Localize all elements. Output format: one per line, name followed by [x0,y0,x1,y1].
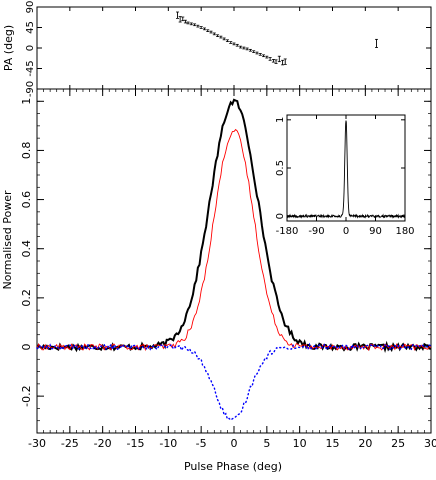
pa-y-tick-label: 0 [25,45,36,51]
pa-point [212,32,216,36]
series-linear-polarization [36,128,432,352]
pa-point [271,58,275,63]
pa-point [274,59,278,64]
pa-point [255,51,259,55]
inset-x-tick-label: -180 [276,226,299,237]
pa-point [268,57,272,61]
pa-y-tick-label: -45 [25,60,36,76]
pa-point [176,11,180,19]
pa-point [206,29,210,33]
pa-point [258,53,262,56]
pa-point [281,59,285,66]
y-tick-label: 0.4 [20,240,33,258]
pa-axis-label: PA (deg) [2,25,15,71]
pa-point [202,27,206,31]
pa-point [252,50,256,53]
pa-point [232,42,236,46]
pa-point [186,21,190,25]
pa-point [178,16,182,23]
pa-y-tick-label: -90 [25,81,36,97]
x-tick-label: -30 [28,437,46,450]
pa-point [183,19,187,24]
pa-point [235,43,239,47]
pa-point [216,34,220,38]
y-tick-label: 0 [20,344,33,351]
inset-x-tick-label: 90 [369,226,382,237]
x-tick-label: -15 [127,437,145,450]
inset-y-tick-label: 0 [275,213,286,219]
pulse-profile-panel: -30 -25 -20 -15 -10 -5 0 5 10 15 20 25 30-0.200.20.4… [20,88,436,450]
pa-point [181,16,185,22]
pa-point [245,47,249,51]
inset-x-tick-label: -90 [308,226,324,237]
inset-x-tick-label: 0 [343,226,349,237]
pa-point [242,46,246,50]
pa-point [222,37,226,41]
x-tick-label: 20 [358,437,372,450]
x-tick-label: 5 [263,437,270,450]
full-profile-inset: -180 -90 0 90 180 0 0.5 1 [275,114,415,237]
x-tick-label: -20 [94,437,112,450]
pa-point [219,35,223,39]
pa-point [193,23,197,27]
pa-point [265,55,269,59]
series-circular-polarization [36,342,432,421]
pa-point [189,22,193,26]
y-tick-label: 0.2 [20,289,33,307]
pa-point [248,48,252,52]
inset-frame [286,114,406,222]
x-tick-label: 10 [293,437,307,450]
x-tick-label: -10 [159,437,177,450]
y-tick-label: 0.6 [20,191,33,209]
pa-point [209,30,213,34]
x-axis-label: Pulse Phase (deg) [184,460,282,473]
inset-x-tick-label: 180 [395,226,414,237]
pa-frame [36,6,432,90]
x-tick-label: 0 [231,437,238,450]
y-tick-label: -0.2 [20,385,33,406]
inset-series-total-intensity [286,120,406,219]
y-axis-label: Normalised Power [1,190,14,290]
pa-point [277,55,281,63]
pa-y-tick-label: 90 [25,1,36,14]
pa-point [199,26,203,29]
pa-point [229,41,233,44]
x-tick-label: 25 [391,437,405,450]
pa-point [225,39,229,43]
pa-point [283,58,287,65]
x-tick-label: 15 [326,437,340,450]
inset-y-tick-label: 0.5 [275,160,286,176]
y-tick-label: 1 [20,98,33,105]
inset-y-tick-label: 1 [275,117,286,123]
pa-panel: -90 -45 0 45 90 [25,1,432,97]
pa-point [374,38,378,48]
pa-point [196,24,200,28]
x-tick-label: -25 [61,437,79,450]
x-tick-label: -5 [196,437,207,450]
y-tick-label: 0.8 [20,142,33,160]
x-tick-label: 30 [424,437,436,450]
pa-point [262,54,266,58]
pa-y-tick-label: 45 [25,21,36,34]
pa-point [239,45,243,49]
